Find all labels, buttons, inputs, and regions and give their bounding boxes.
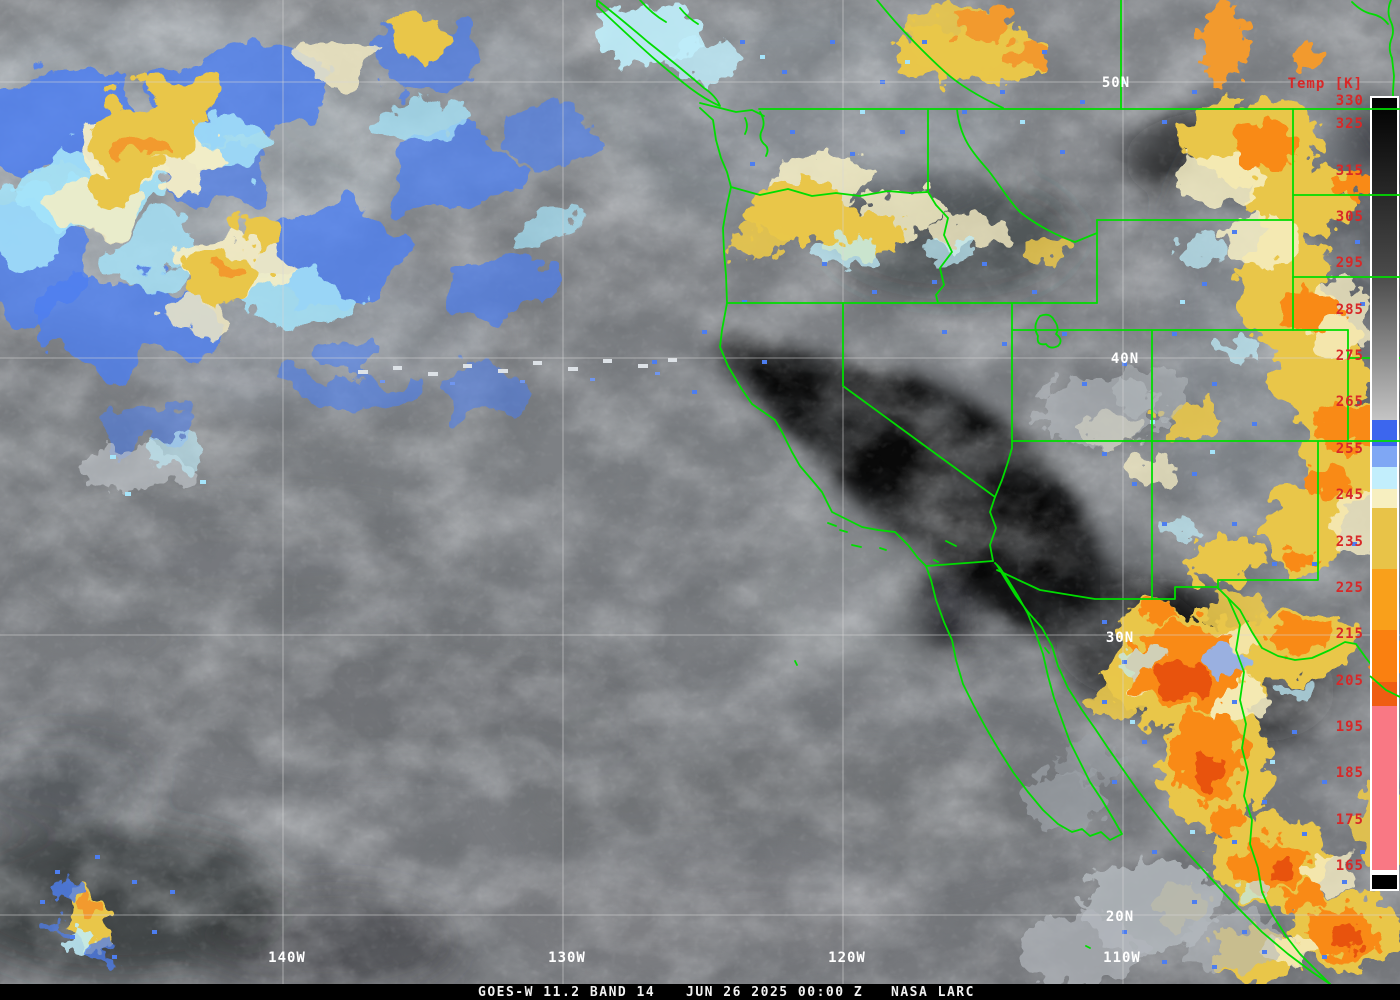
coastline-mexico: [996, 564, 1331, 984]
svg-text:265: 265: [1336, 394, 1364, 410]
lat-label-30n: 30N: [1106, 630, 1134, 646]
border-nv-az-river: [994, 440, 1013, 498]
svg-text:165: 165: [1336, 858, 1364, 874]
svg-text:315: 315: [1336, 163, 1364, 179]
coastline-vancouver-island: [596, 0, 721, 107]
channel-islands: [827, 522, 957, 563]
border-nm-tx: [1217, 440, 1319, 589]
border-canada-lakes: [1351, 0, 1395, 110]
svg-text:255: 255: [1336, 441, 1364, 457]
lat-label-50n: 50N: [1102, 75, 1130, 91]
lon-label-140w: 140W: [268, 950, 306, 966]
svg-text:285: 285: [1336, 302, 1364, 318]
cloud-streak-40n: [358, 358, 677, 385]
svg-text:330: 330: [1336, 93, 1364, 109]
svg-text:245: 245: [1336, 487, 1364, 503]
map-borders: [596, 0, 1400, 984]
lat-label-20n: 20N: [1106, 909, 1134, 925]
svg-text:205: 205: [1336, 673, 1364, 689]
isla-tiburon: [1044, 647, 1050, 654]
border-ca-nv: [842, 302, 997, 562]
great-salt-lake: [1034, 313, 1062, 349]
credit-label: NASA LARC: [891, 985, 975, 1000]
lon-label-130w: 130W: [548, 950, 586, 966]
svg-text:195: 195: [1336, 719, 1364, 735]
border-bc-ab: [876, 0, 1004, 109]
svg-text:275: 275: [1336, 348, 1364, 364]
rockies-convection-clouds: [1078, 0, 1390, 632]
mexico-convection-clouds: [1090, 599, 1400, 981]
temperature-colorbar: Temp [K] 330 325 315 305 295 285 275 265…: [1288, 76, 1400, 891]
svg-text:175: 175: [1336, 812, 1364, 828]
product-title: GOES-W 11.2 BAND 14: [478, 985, 656, 1000]
svg-text:215: 215: [1336, 626, 1364, 642]
lon-label-110w: 110W: [1103, 950, 1141, 966]
svg-text:185: 185: [1336, 765, 1364, 781]
cyan-speckle: [110, 55, 1275, 834]
coastline-bc-inlets: [639, 0, 699, 25]
isla-guadalupe: [794, 660, 798, 666]
isla-socorro: [1085, 945, 1091, 949]
coastline-puget-sound: [699, 102, 769, 157]
svg-text:325: 325: [1336, 116, 1364, 132]
svg-text:295: 295: [1336, 255, 1364, 271]
border-az-mex: [996, 569, 1219, 600]
colorbar-title: Temp [K]: [1288, 76, 1363, 92]
border-or-id: [927, 191, 953, 304]
svg-text:235: 235: [1336, 534, 1364, 550]
border-id-mt: [956, 108, 1098, 243]
svg-text:225: 225: [1336, 580, 1364, 596]
colorbar-ticks: 330 325 315 305 295 285 275 265 255 245 …: [1336, 93, 1364, 874]
image-datetime: JUN 26 2025 00:00 Z: [686, 985, 864, 1000]
border-mex-states: [1227, 597, 1331, 984]
border-ca-mex: [925, 560, 994, 567]
coastline-pacific: [699, 107, 1123, 841]
caption-bar: GOES-W 11.2 BAND 14 JUN 26 2025 00:00 Z …: [0, 984, 1400, 1000]
blue-speckle: [40, 40, 1365, 969]
grid-labels: 50N 40N 30N 20N 140W 130W 120W 110W: [268, 75, 1141, 966]
lat-label-40n: 40N: [1111, 351, 1139, 367]
lon-label-120w: 120W: [828, 950, 866, 966]
border-or-wa: [730, 186, 929, 197]
svg-text:305: 305: [1336, 209, 1364, 225]
pnw-clouds: [595, 5, 1068, 267]
borders-over-colorbar: [1369, 108, 1400, 698]
